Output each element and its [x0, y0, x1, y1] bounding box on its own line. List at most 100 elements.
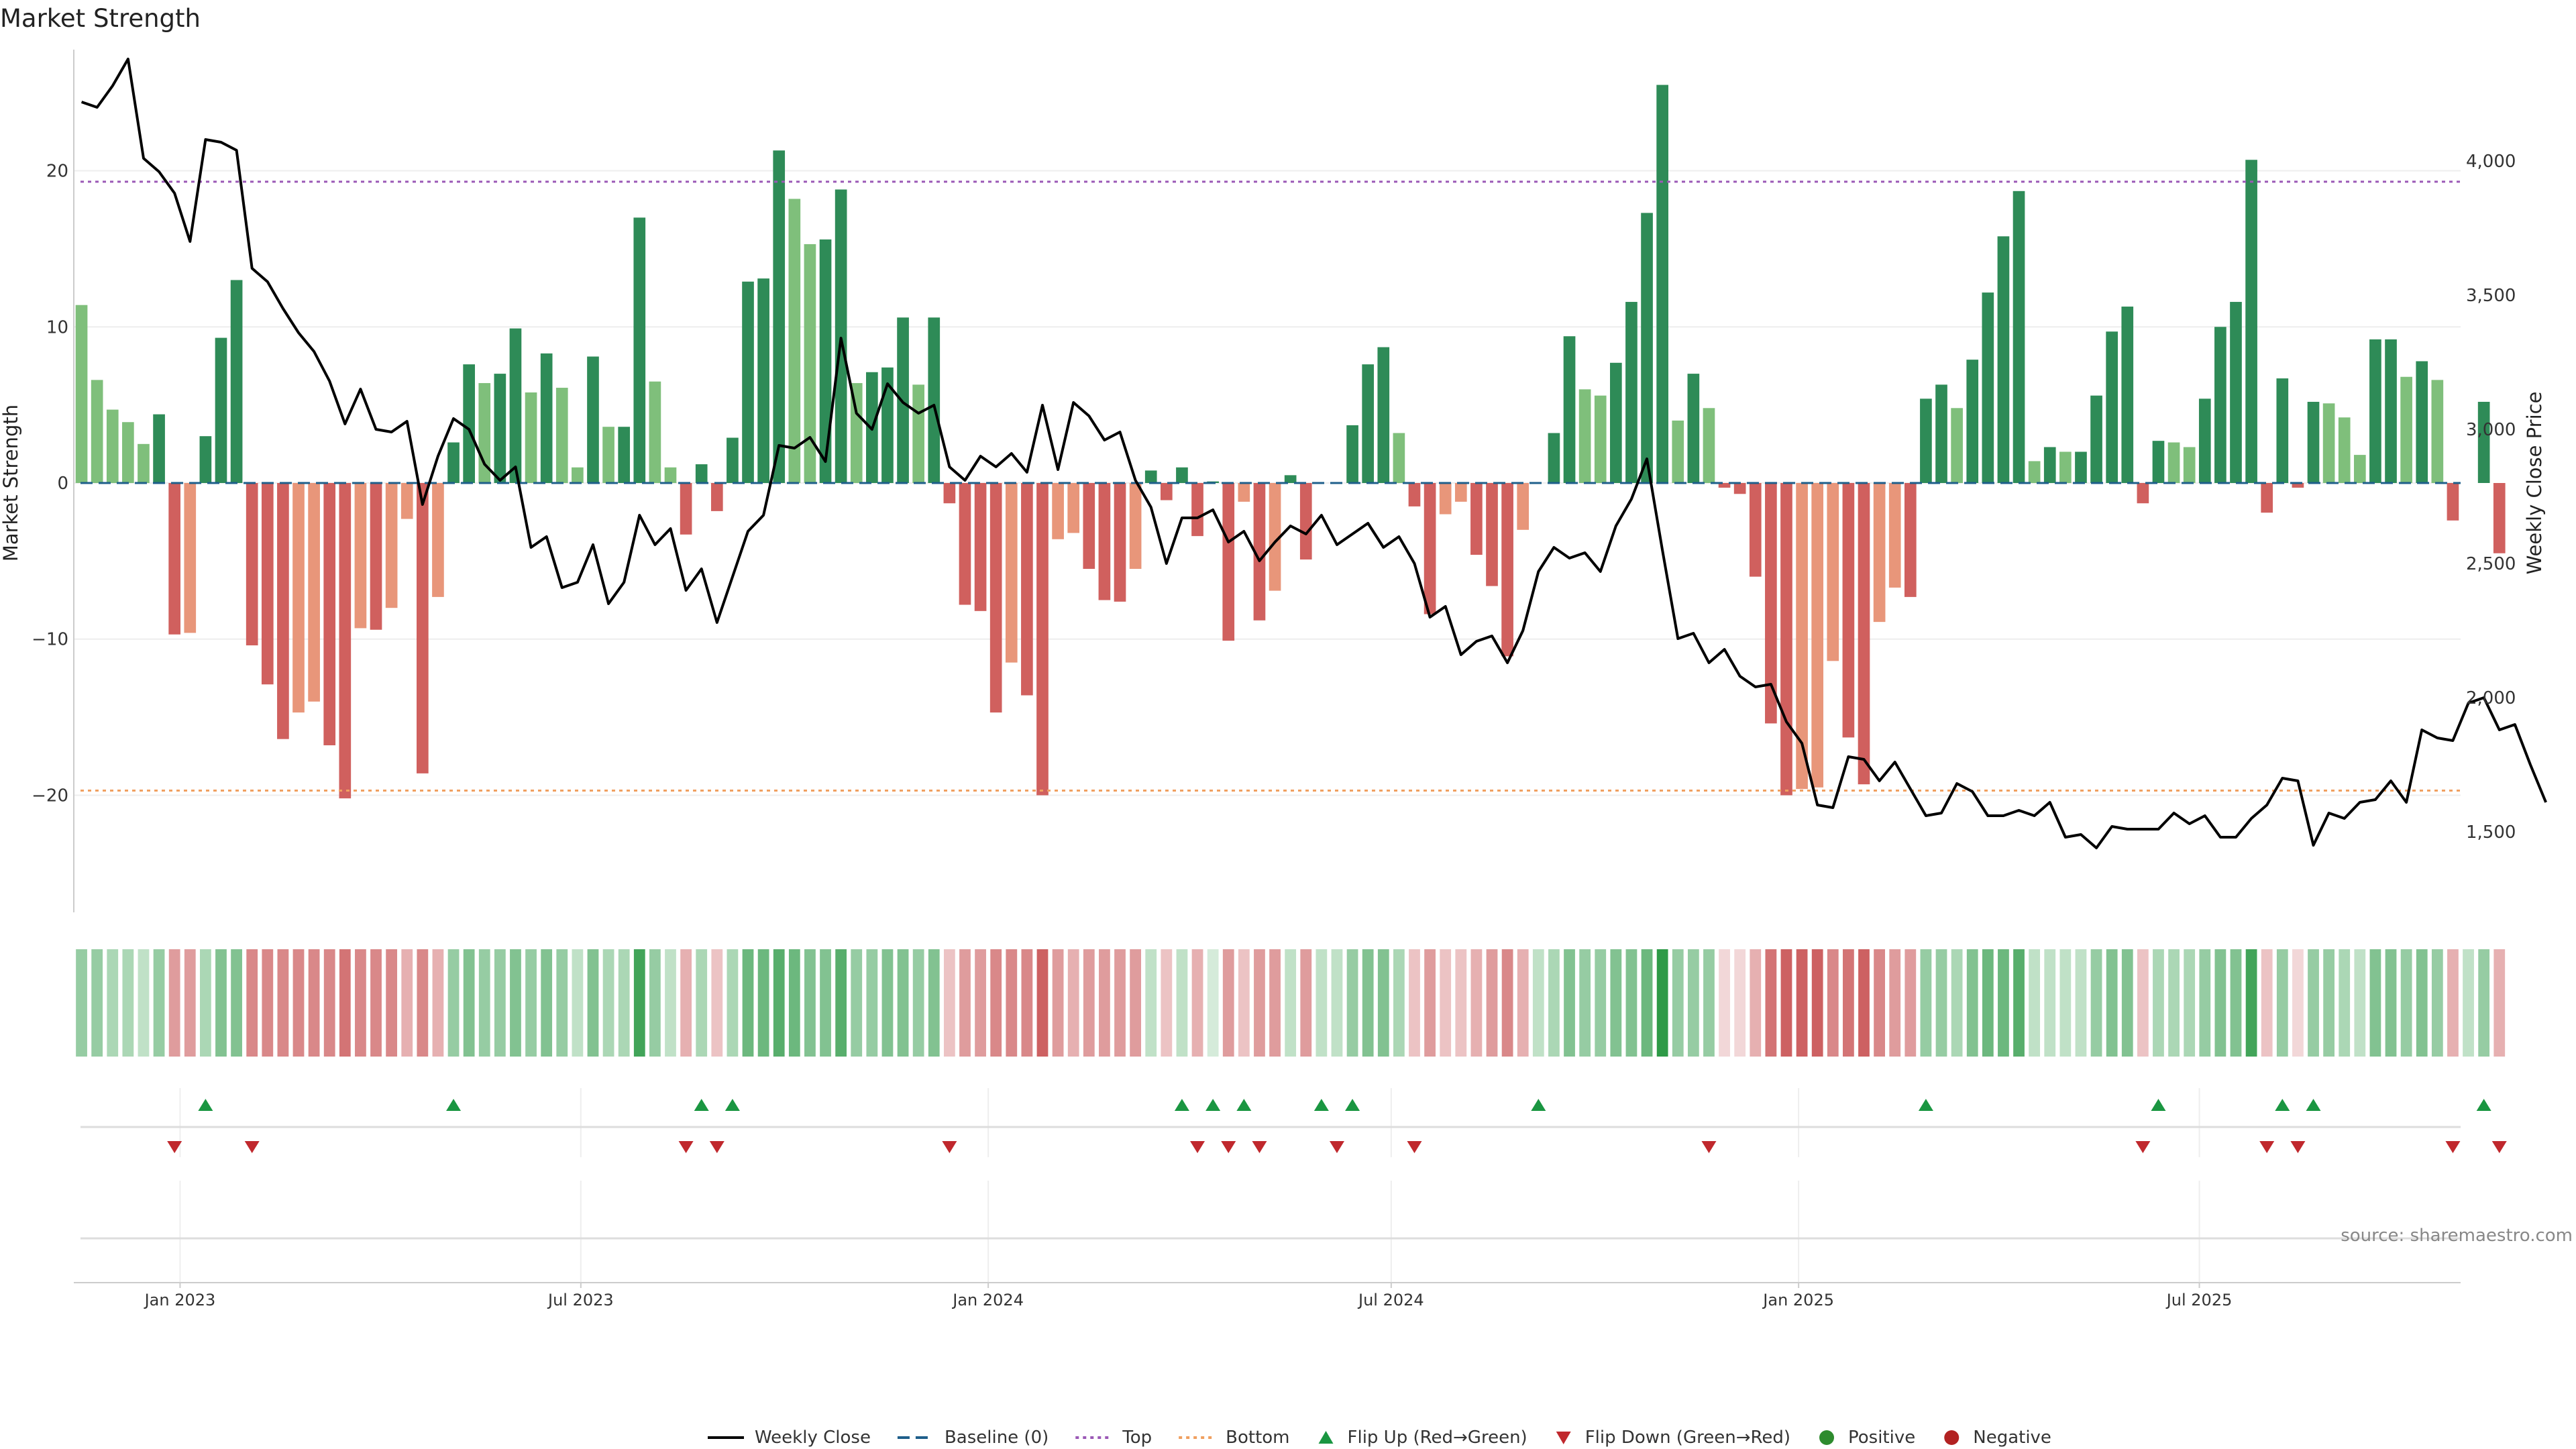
strength-bar — [168, 483, 181, 635]
legend-label: Positive — [1848, 1428, 1915, 1448]
heat-cell — [231, 949, 242, 1057]
y2-axis-label: Weekly Close Price — [2523, 392, 2546, 575]
flip-up-marker — [694, 1099, 709, 1111]
strength-bar — [572, 467, 584, 483]
heat-cell — [1145, 949, 1157, 1057]
strength-bar — [1098, 483, 1111, 600]
heat-cell — [2493, 949, 2506, 1057]
heat-cell — [990, 949, 1002, 1057]
heat-cell — [168, 949, 180, 1057]
axes: 20 10 0 −10 −20 4,000 3,500 3,000 2,500 2,000 1,50… — [32, 50, 2516, 1309]
strength-bar — [1780, 483, 1792, 796]
heat-cell — [1687, 949, 1699, 1057]
heat-cell — [897, 949, 909, 1057]
strength-bar — [1439, 483, 1452, 515]
strength-bar — [897, 317, 909, 483]
strength-bar — [1888, 483, 1901, 588]
heat-cell — [1998, 949, 2009, 1057]
strength-bar — [2245, 160, 2257, 483]
flip-down-marker — [1701, 1141, 1717, 1153]
strength-bar — [633, 217, 646, 483]
heat-cell — [478, 949, 490, 1057]
strength-bar — [1749, 483, 1762, 577]
strength-bar — [1114, 483, 1126, 602]
heat-cell — [1548, 949, 1560, 1057]
flip-down-marker — [244, 1141, 260, 1153]
flip-down-marker — [942, 1141, 957, 1153]
y-tick-label: 0 — [57, 474, 68, 494]
strength-bar — [1176, 467, 1188, 483]
heat-cell — [1254, 949, 1265, 1057]
strength-bar — [215, 337, 227, 483]
legend-item-flip_up: Flip Up (Red→Green) — [1318, 1428, 1527, 1448]
heat-cell — [355, 949, 366, 1057]
heat-cell — [727, 949, 739, 1057]
heat-cell — [2013, 949, 2025, 1057]
strength-bar — [1454, 483, 1467, 502]
heat-cell — [2261, 949, 2273, 1057]
strength-bar — [1563, 336, 1576, 483]
heat-cell — [680, 949, 692, 1057]
strength-bar — [2261, 483, 2273, 513]
strength-bar — [1238, 483, 1250, 502]
heat-cell — [1021, 949, 1033, 1057]
heat-cell — [401, 949, 413, 1057]
heat-cell — [1269, 949, 1281, 1057]
heat-cell — [1966, 949, 1978, 1057]
heat-cell — [1052, 949, 1064, 1057]
heat-cell — [820, 949, 831, 1057]
heat-cell — [494, 949, 506, 1057]
strength-bar — [618, 427, 631, 483]
heat-cell — [1346, 949, 1358, 1057]
heat-cell — [1904, 949, 1917, 1057]
heat-cell — [1176, 949, 1188, 1057]
heat-cell — [1036, 949, 1049, 1057]
heat-cell — [1161, 949, 1173, 1057]
flip-down-marker — [709, 1141, 724, 1153]
heat-cell — [757, 949, 769, 1057]
heat-cell — [1920, 949, 1932, 1057]
strength-bar — [2447, 483, 2459, 521]
strength-bar — [974, 483, 987, 611]
strength-bar — [308, 483, 320, 702]
strength-bar — [835, 189, 847, 483]
heat-cell — [184, 949, 196, 1057]
heat-cell — [1006, 949, 1018, 1057]
heat-cell — [959, 949, 971, 1057]
strength-bar — [1951, 408, 1963, 483]
flip-up-marker — [1345, 1099, 1360, 1111]
flip-down-marker — [2259, 1141, 2275, 1153]
heat-cell — [2075, 949, 2087, 1057]
strength-bar — [1191, 483, 1203, 537]
flip-down-marker — [1329, 1141, 1344, 1153]
strength-bar — [184, 483, 197, 633]
heat-cell — [1610, 949, 1622, 1057]
heat-cell — [1222, 949, 1234, 1057]
strength-bar — [1625, 302, 1638, 483]
legend-label: Bottom — [1226, 1428, 1289, 1448]
heat-cell — [541, 949, 553, 1057]
strength-bar — [2307, 401, 2320, 483]
heat-cell — [711, 949, 723, 1057]
strength-bar — [649, 381, 661, 483]
heat-cell — [1207, 949, 1219, 1057]
heat-cell — [2385, 949, 2397, 1057]
heat-cell — [2416, 949, 2428, 1057]
strength-bar — [587, 356, 599, 483]
heat-cell — [2400, 949, 2412, 1057]
strength-bar — [385, 483, 398, 608]
heat-cell — [1703, 949, 1715, 1057]
heat-cell — [1362, 949, 1374, 1057]
y2-tick-label: 3,000 — [2466, 420, 2516, 440]
weekly-close-line — [80, 58, 2547, 849]
flip-down-marker — [1190, 1141, 1205, 1153]
strength-bar — [138, 443, 150, 483]
heat-cell — [1532, 949, 1544, 1057]
strength-bar — [2012, 191, 2025, 483]
heat-cell — [1440, 949, 1452, 1057]
heat-cell — [277, 949, 289, 1057]
x-tick-label: Jan 2023 — [144, 1291, 216, 1309]
flip-up-marker — [2306, 1099, 2321, 1111]
legend-swatch — [1944, 1430, 1960, 1445]
strength-bar — [1966, 360, 1979, 483]
